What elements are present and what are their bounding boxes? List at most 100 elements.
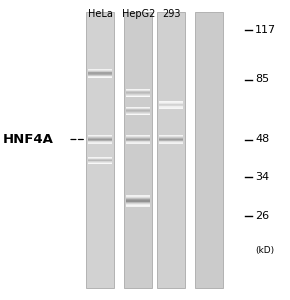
Bar (126, 109, 150, 110)
Bar (159, 107, 183, 108)
Bar (88, 141, 112, 142)
Text: (kD): (kD) (255, 246, 274, 255)
Bar (88, 135, 112, 136)
Bar (159, 141, 183, 142)
Bar (88, 72, 112, 73)
Bar (159, 106, 183, 107)
Bar (126, 112, 150, 113)
Bar (159, 136, 183, 138)
Bar (126, 95, 150, 97)
Bar (195, 12, 223, 288)
Bar (126, 92, 150, 93)
Bar (159, 135, 183, 136)
Bar (126, 196, 150, 198)
Bar (88, 74, 112, 75)
Bar (126, 94, 150, 95)
Text: 85: 85 (255, 74, 269, 85)
Bar (126, 140, 150, 141)
Bar (88, 76, 112, 78)
Bar (159, 104, 183, 105)
Bar (126, 141, 150, 142)
Bar (126, 93, 150, 94)
Bar (126, 110, 150, 111)
Bar (88, 69, 112, 70)
Bar (159, 137, 183, 138)
Bar (126, 91, 150, 92)
Text: 34: 34 (255, 172, 269, 182)
Bar (126, 92, 150, 93)
Bar (159, 104, 183, 105)
Bar (126, 136, 150, 137)
Bar (88, 163, 112, 164)
Bar (126, 113, 150, 115)
Bar (124, 12, 151, 288)
Bar (88, 77, 112, 79)
Bar (88, 139, 112, 140)
Text: 26: 26 (255, 211, 269, 221)
Bar (126, 143, 150, 144)
Bar (88, 162, 112, 163)
Bar (88, 76, 112, 77)
Bar (159, 101, 183, 102)
Bar (88, 161, 112, 162)
Bar (126, 93, 150, 94)
Bar (159, 138, 183, 139)
Bar (126, 138, 150, 139)
Bar (126, 202, 150, 204)
Bar (126, 113, 150, 114)
Text: 48: 48 (255, 134, 269, 145)
Bar (88, 68, 112, 70)
Bar (88, 71, 112, 72)
Bar (88, 137, 112, 138)
Bar (159, 108, 183, 109)
Bar (126, 110, 150, 111)
Bar (126, 106, 150, 108)
Text: 293: 293 (162, 9, 181, 19)
Bar (88, 159, 112, 160)
Bar (159, 105, 183, 106)
Bar (126, 199, 150, 200)
Bar (126, 137, 150, 138)
Text: HNF4A: HNF4A (3, 133, 54, 146)
Bar (159, 143, 183, 144)
Bar (88, 72, 112, 74)
Bar (126, 142, 150, 143)
Bar (159, 141, 183, 142)
Bar (126, 111, 150, 112)
Text: 117: 117 (255, 25, 276, 35)
Bar (126, 89, 150, 91)
Bar (126, 139, 150, 140)
Bar (88, 141, 112, 142)
Bar (159, 139, 183, 140)
Bar (88, 158, 112, 159)
Bar (88, 159, 112, 160)
Bar (126, 111, 150, 112)
Bar (126, 203, 150, 205)
Bar (86, 12, 114, 288)
Bar (126, 196, 150, 197)
Bar (159, 106, 183, 107)
Bar (159, 139, 183, 140)
Text: HeLa: HeLa (88, 9, 113, 19)
Bar (88, 139, 112, 140)
Bar (126, 114, 150, 116)
Bar (159, 103, 183, 104)
Bar (159, 136, 183, 137)
Bar (126, 108, 150, 109)
Bar (126, 197, 150, 199)
Bar (126, 205, 150, 207)
Bar (88, 73, 112, 75)
Bar (88, 138, 112, 139)
Bar (126, 139, 150, 140)
Bar (157, 12, 185, 288)
Bar (126, 201, 150, 202)
Bar (88, 157, 112, 158)
Bar (126, 96, 150, 98)
Bar (159, 102, 183, 103)
Bar (126, 136, 150, 138)
Bar (88, 160, 112, 161)
Bar (88, 161, 112, 162)
Bar (88, 142, 112, 143)
Bar (126, 95, 150, 96)
Bar (126, 202, 150, 203)
